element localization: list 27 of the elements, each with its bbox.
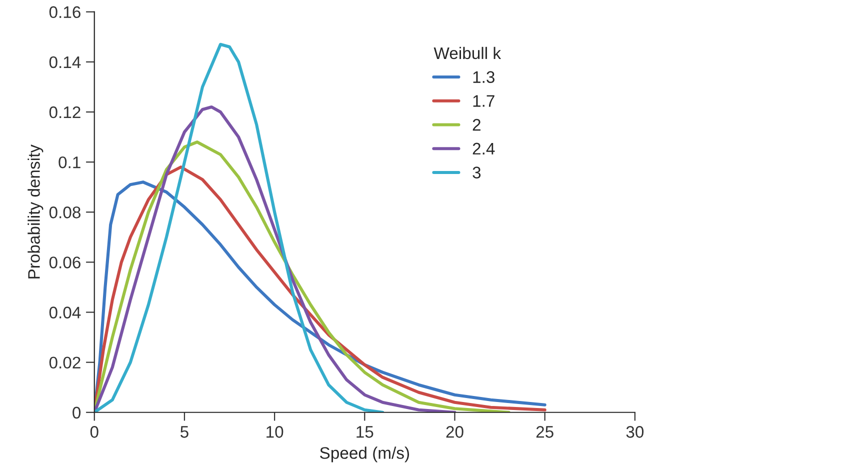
x-tick-label: 30 (626, 426, 644, 438)
legend-title: Weibull k (434, 46, 502, 60)
y-tick-label: 0.06 (49, 256, 80, 268)
x-tick-label: 15 (356, 426, 374, 438)
x-tick-label: 5 (180, 426, 188, 438)
y-tick-label: 0.12 (49, 106, 80, 118)
y-tick-label: 0.04 (49, 306, 81, 318)
y-tick-label: 0.02 (49, 356, 80, 369)
x-axis-title: Speed (m/s) (320, 446, 410, 462)
y-tick-label: 0.16 (49, 6, 80, 18)
y-tick-label: 0 (72, 406, 81, 419)
y-tick-label: 0.1 (58, 156, 80, 168)
line-series (94, 140, 510, 412)
x-tick-label: 10 (266, 426, 284, 438)
legend-label: 1.7 (473, 95, 494, 107)
line-series (94, 105, 456, 412)
x-tick-label: 0 (90, 426, 98, 438)
legend-label: 1.3 (473, 71, 494, 83)
line-series (94, 42, 384, 412)
y-tick-label: 0.14 (49, 56, 81, 68)
y-axis-title: Probability density (28, 144, 44, 278)
legend-label: 3 (472, 166, 481, 178)
y-tick-label: 0.08 (49, 206, 80, 218)
legend-label: 2 (472, 118, 480, 131)
x-tick-label: 20 (446, 426, 464, 438)
x-tick-label: 25 (536, 426, 554, 438)
legend-label: 2.4 (472, 142, 495, 154)
